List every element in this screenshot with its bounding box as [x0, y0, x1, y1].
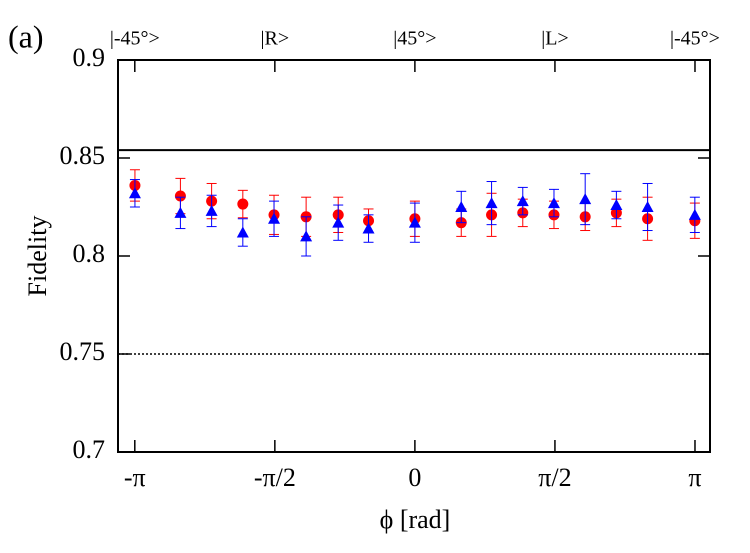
x2-tick-label: |-45°>	[110, 28, 160, 50]
triangle-marker	[688, 208, 701, 220]
y-tick-label: 0.8	[73, 239, 106, 268]
x-tick-label: -π/2	[254, 463, 296, 492]
circle-marker	[237, 198, 249, 210]
triangle-marker	[128, 187, 141, 199]
triangle-marker	[485, 197, 498, 209]
triangle-marker	[300, 230, 313, 242]
y-tick-label: 0.75	[60, 337, 106, 366]
x2-tick-label: |R>	[261, 28, 290, 50]
triangle-marker	[516, 195, 529, 207]
x-tick-label: -π	[124, 463, 146, 492]
triangle-marker	[205, 204, 218, 216]
x-tick-label: π	[688, 463, 701, 492]
triangle-marker	[362, 222, 375, 234]
triangle-marker	[332, 216, 345, 228]
triangle-marker	[579, 193, 592, 205]
triangle-marker	[174, 206, 187, 218]
x-tick-label: 0	[408, 463, 421, 492]
x-tick-label: π/2	[538, 463, 571, 492]
panel-label: (a)	[8, 18, 44, 54]
circle-marker	[174, 190, 186, 202]
x2-tick-label: |-45°>	[670, 28, 720, 50]
plot-frame	[117, 59, 711, 453]
y-tick-label: 0.9	[73, 43, 106, 72]
triangle-marker	[268, 212, 281, 224]
x-axis-label: ϕ [rad]	[380, 505, 451, 534]
triangle-marker	[455, 201, 468, 212]
triangle-marker	[610, 199, 623, 211]
triangle-marker	[641, 201, 654, 212]
x2-tick-label: |45°>	[393, 28, 436, 50]
y-axis-label: Fidelity	[23, 216, 52, 297]
y-tick-label: 0.7	[73, 435, 106, 464]
triangle-marker	[408, 216, 421, 228]
triangle-marker	[236, 226, 249, 238]
triangle-marker	[547, 197, 560, 209]
x2-tick-label: |L>	[541, 28, 569, 50]
y-tick-label: 0.85	[60, 141, 106, 170]
